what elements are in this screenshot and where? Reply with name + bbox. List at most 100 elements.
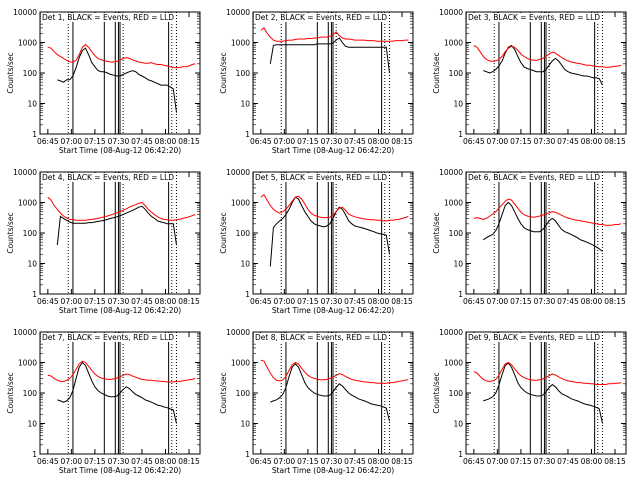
y-axis-label: Counts/sec — [219, 372, 228, 413]
y-tick-label: 10000 — [13, 168, 37, 177]
x-tick-label: 08:00 — [581, 297, 603, 306]
x-tick-label: 07:00 — [274, 137, 296, 146]
y-tick-label: 1 — [458, 450, 463, 459]
x-tick-label: 07:45 — [344, 137, 366, 146]
y-tick-label: 1000 — [231, 359, 250, 368]
x-tick-label: 06:45 — [37, 457, 59, 466]
x-tick-label: 07:00 — [487, 137, 509, 146]
x-tick-label: 06:45 — [463, 297, 485, 306]
x-tick-label: 08:00 — [581, 457, 603, 466]
x-tick-label: 07:00 — [274, 297, 296, 306]
detector-panel: 1 10 100 1000 10000 06:45 07:00 07:15 07:30 07:45… — [6, 328, 201, 475]
panel-title: Det 9, BLACK = Events, RED = LLD — [468, 333, 600, 342]
y-axis-label: Counts/sec — [219, 212, 228, 253]
x-tick-label: 07:15 — [510, 297, 532, 306]
y-axis-label: Counts/sec — [6, 52, 15, 93]
x-tick-label: 08:00 — [155, 297, 177, 306]
x-tick-label: 07:15 — [510, 457, 532, 466]
detector-panel: 1 10 100 1000 10000 06:45 07:00 07:15 07:30 07:45… — [6, 8, 201, 155]
y-axis-label: Counts/sec — [6, 372, 15, 413]
x-tick-label: 07:45 — [131, 457, 153, 466]
panel-title-backing — [41, 333, 176, 342]
series-line-lld — [47, 196, 196, 221]
x-axis-label: Start Time (08-Aug-12 06:42:20) — [59, 466, 181, 475]
series-line-events — [483, 362, 603, 424]
x-axis-label: Start Time (08-Aug-12 06:42:20) — [272, 146, 394, 155]
x-tick-label: 08:15 — [178, 457, 200, 466]
x-tick-label: 06:45 — [37, 137, 59, 146]
y-tick-label: 1 — [458, 290, 463, 299]
y-tick-label: 1000 — [231, 39, 250, 48]
series-line-events — [57, 47, 177, 113]
y-tick-label: 100 — [236, 69, 251, 78]
y-tick-label: 1000 — [18, 39, 37, 48]
x-tick-label: 07:30 — [321, 137, 343, 146]
x-tick-label: 07:15 — [297, 457, 319, 466]
x-tick-label: 08:00 — [155, 137, 177, 146]
x-tick-label: 07:00 — [61, 457, 83, 466]
y-tick-label: 10000 — [13, 328, 37, 337]
x-tick-label: 07:00 — [487, 297, 509, 306]
x-tick-label: 06:45 — [250, 137, 272, 146]
y-tick-label: 1000 — [444, 199, 463, 208]
x-tick-label: 07:45 — [557, 297, 579, 306]
series-line-events — [483, 201, 603, 252]
y-axis-label: Counts/sec — [219, 52, 228, 93]
x-tick-label: 07:45 — [557, 137, 579, 146]
y-tick-label: 1 — [458, 130, 463, 139]
series-line-lld — [473, 361, 622, 385]
x-tick-label: 08:00 — [155, 457, 177, 466]
series-line-events — [57, 361, 177, 424]
y-tick-label: 10000 — [226, 8, 250, 17]
panel-title: Det 4, BLACK = Events, RED = LLD — [42, 173, 174, 182]
detector-panel: 1 10 100 1000 10000 06:45 07:00 07:15 07:30 07:45… — [219, 8, 414, 155]
y-axis-label: Counts/sec — [6, 212, 15, 253]
y-tick-label: 100 — [23, 389, 38, 398]
y-tick-label: 10000 — [439, 168, 463, 177]
y-tick-label: 100 — [449, 229, 464, 238]
panel-title: Det 3, BLACK = Events, RED = LLD — [468, 13, 600, 22]
y-tick-label: 1000 — [444, 39, 463, 48]
series-line-lld — [260, 359, 409, 384]
x-tick-label: 07:45 — [131, 137, 153, 146]
series-line-lld — [260, 27, 409, 42]
y-tick-label: 1 — [245, 450, 250, 459]
panel-title: Det 1, BLACK = Events, RED = LLD — [42, 13, 174, 22]
y-tick-label: 10 — [453, 260, 463, 269]
y-tick-label: 10 — [453, 420, 463, 429]
detector-panel: 1 10 100 1000 10000 06:45 07:00 07:15 07:30 07:45… — [432, 328, 627, 466]
y-tick-label: 1 — [245, 290, 250, 299]
x-axis-label: Start Time (08-Aug-12 06:42:20) — [272, 306, 394, 315]
panel-title-backing — [467, 333, 602, 342]
y-tick-label: 10000 — [226, 168, 250, 177]
y-tick-label: 100 — [236, 229, 251, 238]
x-tick-label: 07:30 — [108, 457, 130, 466]
y-tick-label: 10 — [240, 260, 250, 269]
panel-title: Det 6, BLACK = Events, RED = LLD — [468, 173, 600, 182]
x-tick-label: 07:15 — [297, 137, 319, 146]
x-tick-label: 07:00 — [61, 137, 83, 146]
x-tick-label: 08:00 — [368, 457, 390, 466]
x-tick-label: 08:15 — [604, 297, 626, 306]
x-tick-label: 07:45 — [344, 457, 366, 466]
y-tick-label: 100 — [23, 69, 38, 78]
x-tick-label: 08:15 — [178, 137, 200, 146]
series-line-lld — [47, 360, 196, 383]
y-tick-label: 1000 — [444, 359, 463, 368]
series-line-events — [483, 44, 603, 86]
x-tick-label: 07:30 — [534, 137, 556, 146]
x-tick-label: 07:30 — [108, 297, 130, 306]
x-tick-label: 06:45 — [250, 297, 272, 306]
y-tick-label: 10 — [240, 420, 250, 429]
panel-title: Det 7, BLACK = Events, RED = LLD — [42, 333, 174, 342]
y-axis-label: Counts/sec — [432, 372, 441, 413]
panel-title-backing — [467, 173, 602, 182]
x-axis-label: Start Time (08-Aug-12 06:42:20) — [59, 306, 181, 315]
panel-title: Det 8, BLACK = Events, RED = LLD — [255, 333, 387, 342]
x-tick-label: 07:00 — [61, 297, 83, 306]
panel-title-backing — [41, 13, 176, 22]
y-tick-label: 1000 — [231, 199, 250, 208]
detector-panel: 1 10 100 1000 10000 06:45 07:00 07:15 07:30 07:45… — [432, 8, 627, 146]
x-tick-label: 07:45 — [344, 297, 366, 306]
